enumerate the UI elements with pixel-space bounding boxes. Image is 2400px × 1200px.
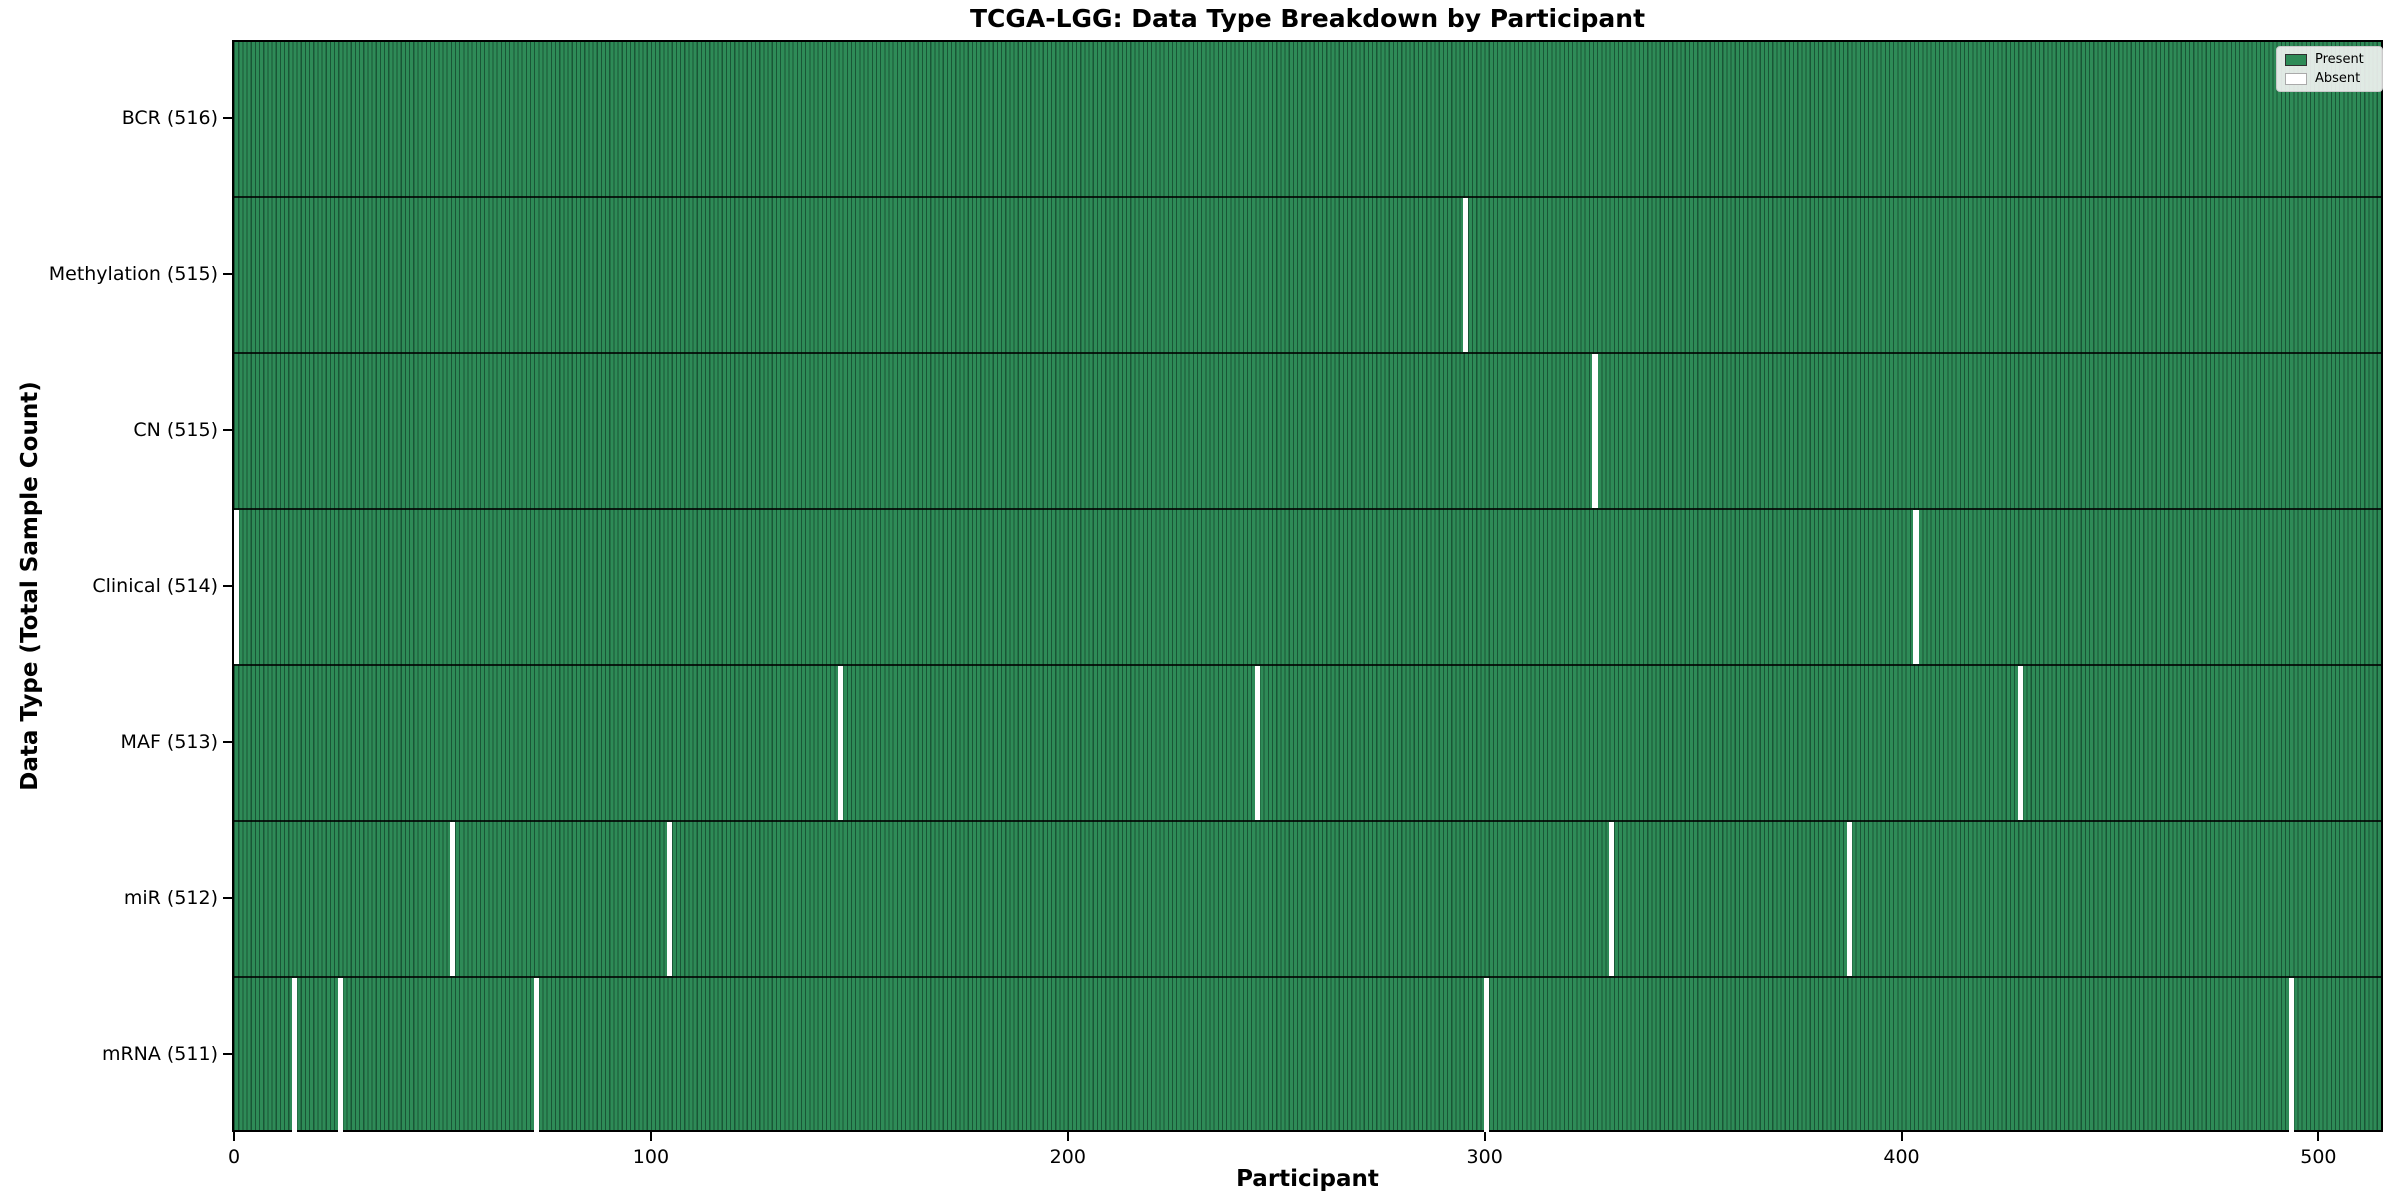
x-tick-mark	[2317, 1132, 2320, 1141]
heat-row-mir	[234, 822, 2381, 978]
legend-swatch-icon	[2285, 53, 2307, 66]
y-tick-mark	[223, 273, 232, 275]
y-tick-label-mir: miR (512)	[123, 886, 218, 909]
x-tick-mark	[233, 1132, 236, 1141]
absent-gap	[1609, 822, 1615, 976]
absent-gap	[291, 978, 298, 1134]
y-tick-mark	[223, 741, 232, 743]
y-tick-label-maf: MAF (513)	[120, 730, 218, 753]
x-tick-mark	[1066, 1132, 1069, 1141]
absent-gap	[1592, 354, 1598, 508]
legend-swatch-icon	[2285, 72, 2307, 85]
absent-gap	[337, 978, 343, 1134]
y-tick-label-bcr: BCR (516)	[121, 106, 218, 129]
x-tick-mark	[1900, 1132, 1903, 1141]
legend-label: Absent	[2315, 71, 2361, 86]
legend-label: Present	[2315, 52, 2364, 67]
heat-row-cn	[234, 354, 2381, 510]
y-tick-mark	[223, 117, 232, 119]
x-tick-label: 400	[1883, 1146, 1920, 1168]
x-axis-label: Participant	[1236, 1166, 1379, 1192]
heat-row-mrna	[234, 978, 2381, 1134]
y-tick-mark	[223, 897, 232, 899]
heat-row-methylation	[234, 198, 2381, 354]
y-tick-mark	[223, 585, 232, 587]
y-tick-mark	[223, 1053, 232, 1055]
x-tick-label: 100	[632, 1146, 670, 1168]
absent-gap	[667, 822, 673, 976]
y-tick-label-cn: CN (515)	[133, 418, 218, 441]
chart-title: TCGA-LGG: Data Type Breakdown by Partici…	[969, 4, 1646, 33]
plot-area	[232, 40, 2383, 1134]
heat-row-maf	[234, 666, 2381, 822]
legend: Present Absent	[2276, 46, 2383, 92]
y-tick-mark	[223, 429, 232, 431]
heat-row-bcr	[234, 42, 2381, 198]
y-tick-label-clinical: Clinical (514)	[92, 574, 218, 597]
absent-gap	[837, 666, 844, 820]
x-tick-label: 500	[2300, 1146, 2337, 1168]
x-tick-mark	[649, 1132, 652, 1141]
absent-gap	[2288, 978, 2294, 1134]
x-tick-mark	[1483, 1132, 1486, 1141]
absent-gap	[1913, 510, 1919, 664]
absent-gap	[450, 822, 456, 976]
heat-row-clinical	[233, 510, 2381, 666]
absent-gap	[1846, 822, 1852, 976]
legend-item-present: Present	[2285, 53, 2374, 66]
y-tick-label-mrna: mRNA (511)	[101, 1042, 218, 1065]
absent-gap	[233, 510, 239, 664]
legend-item-absent: Absent	[2285, 72, 2374, 85]
x-tick-label: 300	[1466, 1146, 1503, 1168]
absent-gap	[1484, 978, 1490, 1134]
absent-gap	[1254, 666, 1260, 820]
absent-gap	[2017, 666, 2023, 820]
absent-gap	[1463, 198, 1469, 352]
x-tick-label: 200	[1049, 1146, 1086, 1168]
absent-gap	[533, 978, 539, 1134]
x-tick-label: 0	[228, 1146, 241, 1168]
y-tick-label-methylation: Methylation (515)	[48, 262, 218, 285]
